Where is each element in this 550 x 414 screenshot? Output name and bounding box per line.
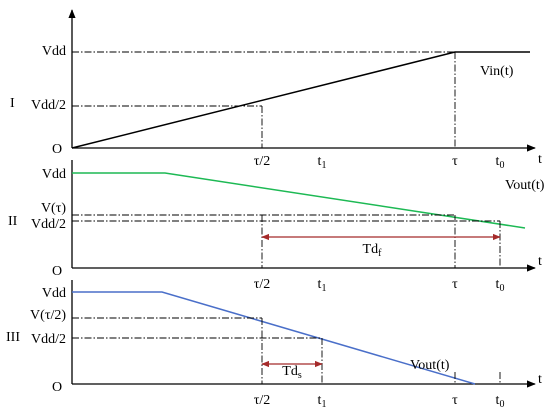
x-time-label: τ [452, 277, 458, 292]
panel-1 [68, 9, 536, 152]
origin-label: O [52, 264, 62, 279]
delay-label-sub: f [378, 248, 382, 259]
x-time-label-sub: 1 [321, 283, 326, 294]
x-time-label-base: τ/2 [254, 154, 271, 169]
x-time-label-sub: 0 [499, 283, 504, 294]
x-time-label: t1 [318, 154, 327, 171]
x-time-label: τ [452, 393, 458, 408]
x-time-label: t0 [496, 277, 505, 294]
delay-label-sub: s [298, 370, 302, 381]
panel-number: I [10, 96, 15, 111]
x-time-label-base: τ [452, 154, 458, 169]
x-time-label: t1 [318, 277, 327, 294]
x-time-label: t0 [496, 154, 505, 171]
y-level-label: V(τ) [41, 201, 66, 216]
x-time-label: τ [452, 154, 458, 169]
x-time-label-sub: 0 [499, 399, 504, 410]
x-axis-label: t [538, 372, 542, 387]
x-time-label: t1 [318, 393, 327, 410]
x-time-label-sub: 1 [321, 399, 326, 410]
curve-label: Vin(t) [480, 64, 514, 79]
y-level-label: Vdd/2 [31, 217, 66, 232]
x-time-label: t0 [496, 393, 505, 410]
y-level-label: Vdd [42, 44, 66, 59]
x-time-label-base: τ [452, 393, 458, 408]
x-time-label-sub: 1 [321, 160, 326, 171]
delay-label: Tdf [363, 242, 383, 259]
origin-label: O [52, 142, 62, 157]
delay-label-base: Td [363, 242, 379, 257]
x-time-label: τ/2 [254, 393, 271, 408]
x-time-label-base: t [496, 277, 500, 292]
x-axis-label: t [538, 254, 542, 269]
x-axis-label: t [538, 152, 542, 167]
y-level-label: Vdd/2 [31, 332, 66, 347]
y-level-label: Vdd [42, 167, 66, 182]
y-level-label: Vdd [42, 286, 66, 301]
x-time-label-base: τ [452, 277, 458, 292]
x-time-label: τ/2 [254, 154, 271, 169]
panel-3 [71, 280, 536, 388]
x-time-label-sub: 0 [499, 160, 504, 171]
panel-2 [71, 160, 536, 272]
x-time-label-base: τ/2 [254, 277, 271, 292]
x-time-label-base: τ/2 [254, 393, 271, 408]
y-level-label: V(τ/2) [30, 308, 66, 323]
x-time-label-base: t [318, 154, 322, 169]
panel-number: II [8, 214, 18, 229]
curve-label: Vout(t) [505, 178, 545, 193]
curve-label: Vout(t) [410, 358, 450, 373]
x-time-label-base: t [318, 393, 322, 408]
delay-label: Tds [282, 364, 302, 381]
x-time-label-base: t [318, 277, 322, 292]
delay-label-base: Td [282, 364, 298, 379]
panel-number: III [6, 330, 20, 345]
x-time-label-base: t [496, 154, 500, 169]
origin-label: O [52, 380, 62, 395]
x-time-label-base: t [496, 393, 500, 408]
x-time-label: τ/2 [254, 277, 271, 292]
y-level-label: Vdd/2 [31, 98, 66, 113]
